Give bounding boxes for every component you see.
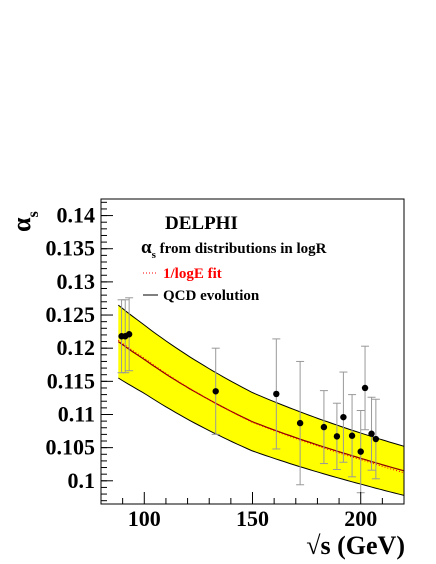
- y-tick-label: 0.13: [57, 269, 96, 294]
- subtitle-rest: from distributions in logR: [156, 241, 327, 257]
- y-axis-alpha: α: [7, 217, 36, 232]
- data-point: [361, 384, 369, 392]
- data-point: [125, 331, 133, 338]
- y-axis-label-group: αs: [7, 211, 42, 232]
- uncertainty-band: [118, 305, 405, 496]
- x-tick-label: 200: [344, 506, 377, 531]
- data-point: [357, 448, 364, 455]
- x-tick-label: 100: [128, 506, 161, 531]
- qcd-evolution-curve: [117, 341, 405, 472]
- y-tick-label: 0.12: [57, 335, 96, 360]
- y-tick-label: 0.1: [68, 468, 96, 493]
- y-tick-label: 0.11: [58, 401, 95, 426]
- logE-fit-curve: [118, 339, 405, 474]
- data-point: [273, 390, 280, 398]
- legend-fit-label: 1/logE fit: [163, 266, 222, 282]
- chart-subtitle: αs from distributions in logR: [141, 237, 327, 261]
- y-tick-label: 0.14: [57, 203, 96, 228]
- data-point: [340, 413, 347, 421]
- band-layer: [117, 304, 405, 496]
- y-axis-sub: s: [25, 211, 42, 217]
- band-lower-edge: [118, 377, 405, 496]
- x-tick-label: 150: [236, 506, 269, 531]
- y-axis-label: αs: [7, 211, 42, 232]
- legend-qcd-label: QCD evolution: [163, 288, 260, 304]
- chart-title: DELPHI: [165, 213, 238, 234]
- x-axis-label: √s (GeV): [306, 531, 405, 560]
- y-tick-label: 0.105: [46, 435, 96, 460]
- subtitle-sub: s: [152, 249, 157, 261]
- band-upper-edge: [117, 304, 405, 447]
- data-point: [372, 435, 380, 443]
- y-tick-label: 0.135: [46, 236, 96, 261]
- curve-layer: [117, 339, 405, 474]
- data-point: [333, 433, 341, 440]
- y-tick-label: 0.115: [47, 368, 95, 393]
- ticks-layer: 0.1 0.105 0.11 0.115 0.12 0.125 0.13 0.135 0.14 1…: [46, 201, 383, 531]
- y-tick-label: 0.125: [46, 302, 96, 327]
- data-point: [348, 432, 356, 439]
- points-layer: [117, 297, 380, 494]
- data-point: [296, 419, 304, 427]
- data-point: [368, 430, 375, 437]
- data-point: [212, 388, 219, 395]
- data-point: [320, 423, 328, 431]
- subtitle-alpha: α: [141, 237, 152, 258]
